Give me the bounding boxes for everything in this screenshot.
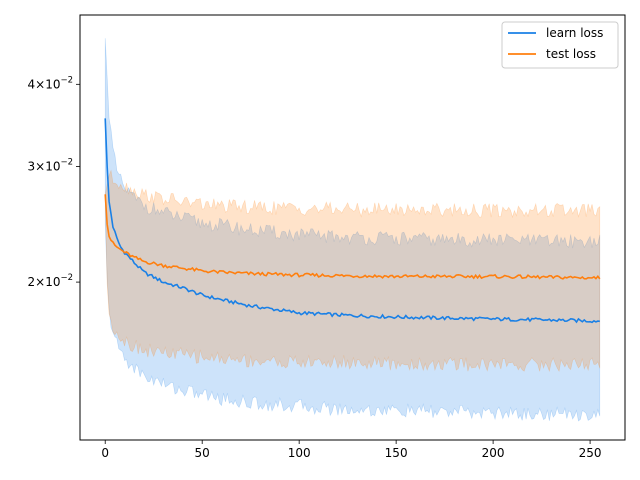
y-tick-label: 4×10−2	[28, 75, 74, 91]
x-tick-label: 0	[101, 446, 109, 460]
confidence-bands	[104, 38, 601, 422]
legend-label: test loss	[546, 47, 596, 61]
x-tick-label: 100	[288, 446, 311, 460]
band-learn-loss	[104, 38, 601, 422]
legend-label: learn loss	[546, 26, 603, 40]
y-tick-label: 3×10−2	[28, 157, 74, 173]
band-test-loss	[104, 169, 601, 373]
line-learn-loss	[104, 118, 600, 324]
plot-frame	[79, 14, 626, 441]
x-tick-label: 150	[385, 446, 408, 460]
line-test-loss	[104, 194, 601, 280]
x-tick-label: 50	[195, 446, 210, 460]
x-axis-ticks: 0 50 100 150 200 250	[101, 440, 602, 460]
series-lines	[104, 118, 601, 324]
y-axis-ticks: 2×10−2 3×10−2 4×10−2	[28, 75, 80, 289]
x-tick-label: 200	[482, 446, 505, 460]
legend: learn loss test loss	[501, 21, 619, 69]
y-tick-label: 2×10−2	[28, 273, 74, 289]
x-tick-label: 250	[579, 446, 602, 460]
